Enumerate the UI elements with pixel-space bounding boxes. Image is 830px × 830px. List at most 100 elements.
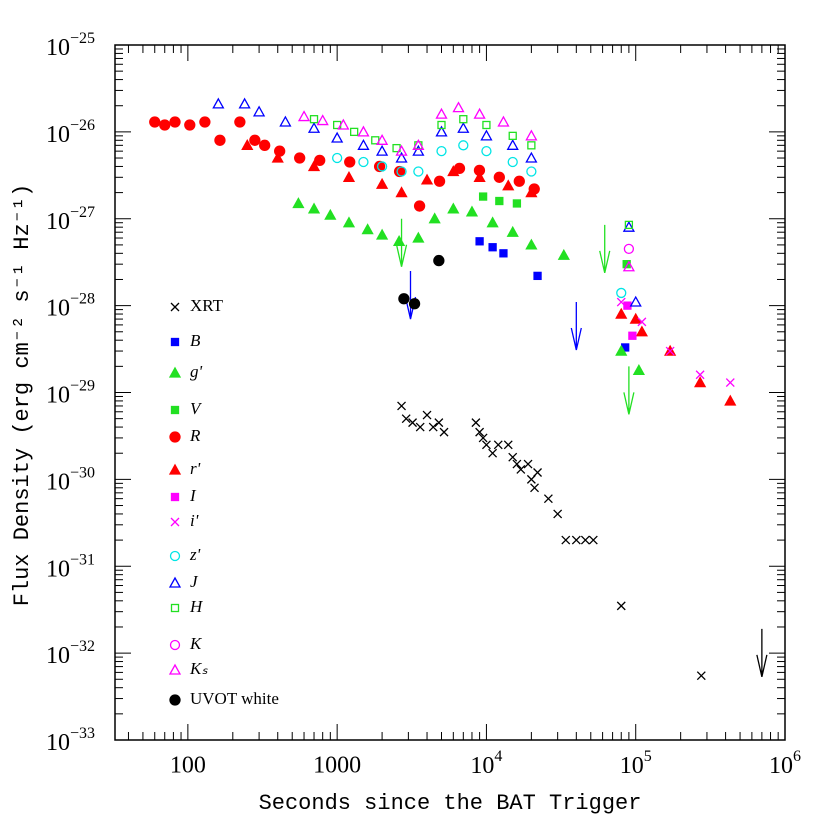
point	[530, 483, 539, 493]
point	[294, 152, 306, 164]
x-axis-label: Seconds since the BAT Trigger	[259, 791, 642, 816]
legend-label: i'	[190, 511, 199, 530]
tick-base: 10	[620, 753, 644, 779]
tick-label: 104	[470, 748, 502, 779]
point	[543, 494, 553, 504]
point	[271, 151, 284, 163]
upper-limit-arrow	[623, 366, 635, 415]
point	[344, 156, 356, 168]
point	[428, 422, 438, 432]
point	[350, 127, 359, 137]
point	[342, 216, 356, 228]
point	[435, 125, 448, 137]
legend-marker	[169, 431, 181, 443]
point	[447, 202, 460, 214]
point	[637, 317, 647, 327]
point	[488, 243, 497, 252]
point	[553, 509, 563, 519]
point	[159, 119, 171, 131]
point	[324, 208, 337, 220]
point	[724, 394, 737, 406]
tick-label: 105	[620, 748, 652, 779]
tick-base: 10	[46, 556, 70, 582]
tick-label: 10−26	[46, 117, 95, 148]
point	[458, 140, 469, 151]
tick-base: 10	[46, 469, 70, 495]
point	[307, 160, 321, 172]
legend-label: UVOT white	[190, 689, 279, 708]
point	[297, 110, 311, 122]
legend-label: z'	[189, 545, 201, 564]
point	[415, 422, 425, 432]
legend-marker	[168, 463, 182, 475]
point	[495, 196, 504, 206]
point	[459, 115, 468, 124]
point	[249, 134, 261, 146]
tick-base: 10	[46, 295, 70, 321]
point	[241, 138, 254, 150]
tick-exponent: −26	[70, 117, 95, 134]
legend-marker	[169, 694, 181, 706]
point	[635, 325, 649, 337]
tick-exponent: −25	[70, 30, 95, 47]
point	[238, 97, 251, 109]
legend-marker	[170, 517, 180, 527]
legend-label: r'	[190, 459, 201, 478]
point	[513, 175, 525, 187]
tick-label: 10−33	[46, 725, 95, 756]
tick-base: 10	[46, 121, 70, 147]
point	[292, 197, 305, 209]
point	[512, 199, 522, 208]
point	[357, 125, 370, 137]
point	[396, 166, 407, 177]
legend-label: XRT	[190, 296, 224, 315]
tick-base: 10	[46, 35, 70, 61]
point	[447, 165, 460, 177]
tick-label: 10−27	[46, 203, 95, 234]
point	[422, 410, 432, 420]
point	[375, 144, 389, 156]
tick-exponent: −33	[70, 725, 95, 742]
point	[337, 118, 350, 130]
tick-base: 10	[46, 208, 70, 234]
point	[307, 202, 321, 214]
point	[392, 234, 406, 246]
point	[358, 156, 369, 168]
legend-marker	[168, 663, 182, 675]
tick-exponent: 5	[644, 748, 652, 765]
tick-label: 10−31	[46, 551, 95, 582]
point	[184, 119, 196, 131]
point	[413, 166, 424, 177]
point	[695, 370, 705, 380]
point	[401, 414, 411, 424]
point	[408, 418, 418, 428]
point	[375, 133, 389, 145]
point	[373, 160, 386, 173]
point	[309, 115, 319, 124]
legend-label: J	[190, 572, 199, 591]
point	[493, 171, 505, 183]
tick-label: 10−30	[46, 464, 95, 495]
point	[259, 139, 271, 151]
point	[488, 448, 498, 458]
point	[465, 205, 479, 217]
point	[408, 298, 421, 310]
point	[508, 452, 518, 462]
point	[412, 231, 425, 243]
point	[214, 134, 226, 146]
point	[616, 287, 627, 299]
point	[307, 121, 321, 133]
point	[571, 535, 581, 545]
tick-base: 10	[46, 643, 70, 669]
tick-base: 10	[769, 753, 793, 779]
point	[412, 138, 425, 150]
point	[314, 154, 326, 167]
point	[616, 297, 626, 307]
y-axis-label: Flux Density (erg cm⁻² s⁻¹ Hz⁻¹)	[10, 184, 35, 607]
point	[480, 129, 493, 141]
point	[437, 120, 446, 130]
point	[615, 344, 628, 356]
point	[502, 179, 515, 191]
point	[523, 459, 533, 469]
